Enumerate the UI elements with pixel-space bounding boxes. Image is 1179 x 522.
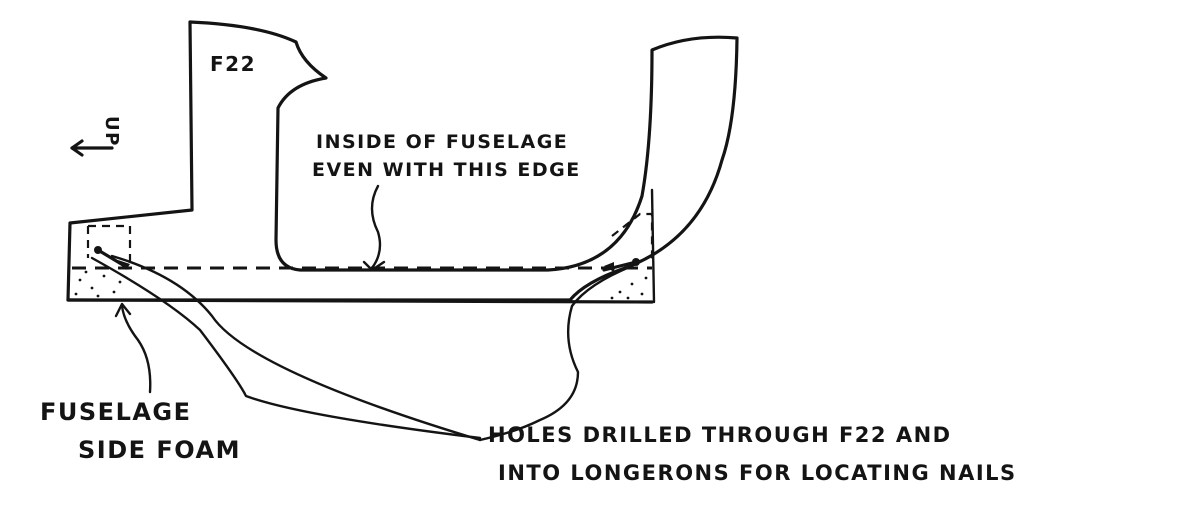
- right-nail-head-icon: [604, 262, 614, 272]
- foam-line-1: FUSELAGE: [40, 398, 192, 426]
- holes-leader-left-a: [90, 256, 482, 440]
- inside-edge-leader: [370, 184, 382, 270]
- up-arrow-icon: [70, 139, 114, 157]
- left-nail-head-icon: [118, 260, 130, 270]
- left-hole-dashed-box: [88, 224, 132, 266]
- holes-leader-left-b: [110, 254, 482, 442]
- right-hole-dashed-box: [611, 212, 654, 262]
- right-foam-outline: [650, 188, 656, 304]
- left-nail-hole-dot: [94, 246, 102, 254]
- holes-line-2: INTO LONGERONS FOR LOCATING NAILS: [498, 461, 1017, 485]
- foam-line-2: SIDE FOAM: [78, 436, 241, 464]
- foam-arrowhead: [114, 302, 132, 318]
- part-label: F22: [210, 52, 256, 76]
- inside-edge-line-2: EVEN WITH THIS EDGE: [312, 159, 581, 181]
- right-nail-hole-dot: [632, 258, 640, 266]
- bulkhead-f22-outline: [66, 20, 739, 302]
- left-foam-stipple: [74, 270, 122, 298]
- holes-leader-right: [478, 264, 634, 442]
- right-foam-stipple: [610, 276, 648, 300]
- bottom-longeron-line: [66, 298, 654, 304]
- foam-leader: [120, 304, 152, 394]
- inside-edge-arrowhead: [362, 260, 386, 272]
- up-label: UP: [101, 116, 122, 147]
- inside-edge-line-1: INSIDE OF FUSELAGE: [316, 131, 568, 153]
- holes-line-1: HOLES DRILLED THROUGH F22 AND: [488, 423, 952, 447]
